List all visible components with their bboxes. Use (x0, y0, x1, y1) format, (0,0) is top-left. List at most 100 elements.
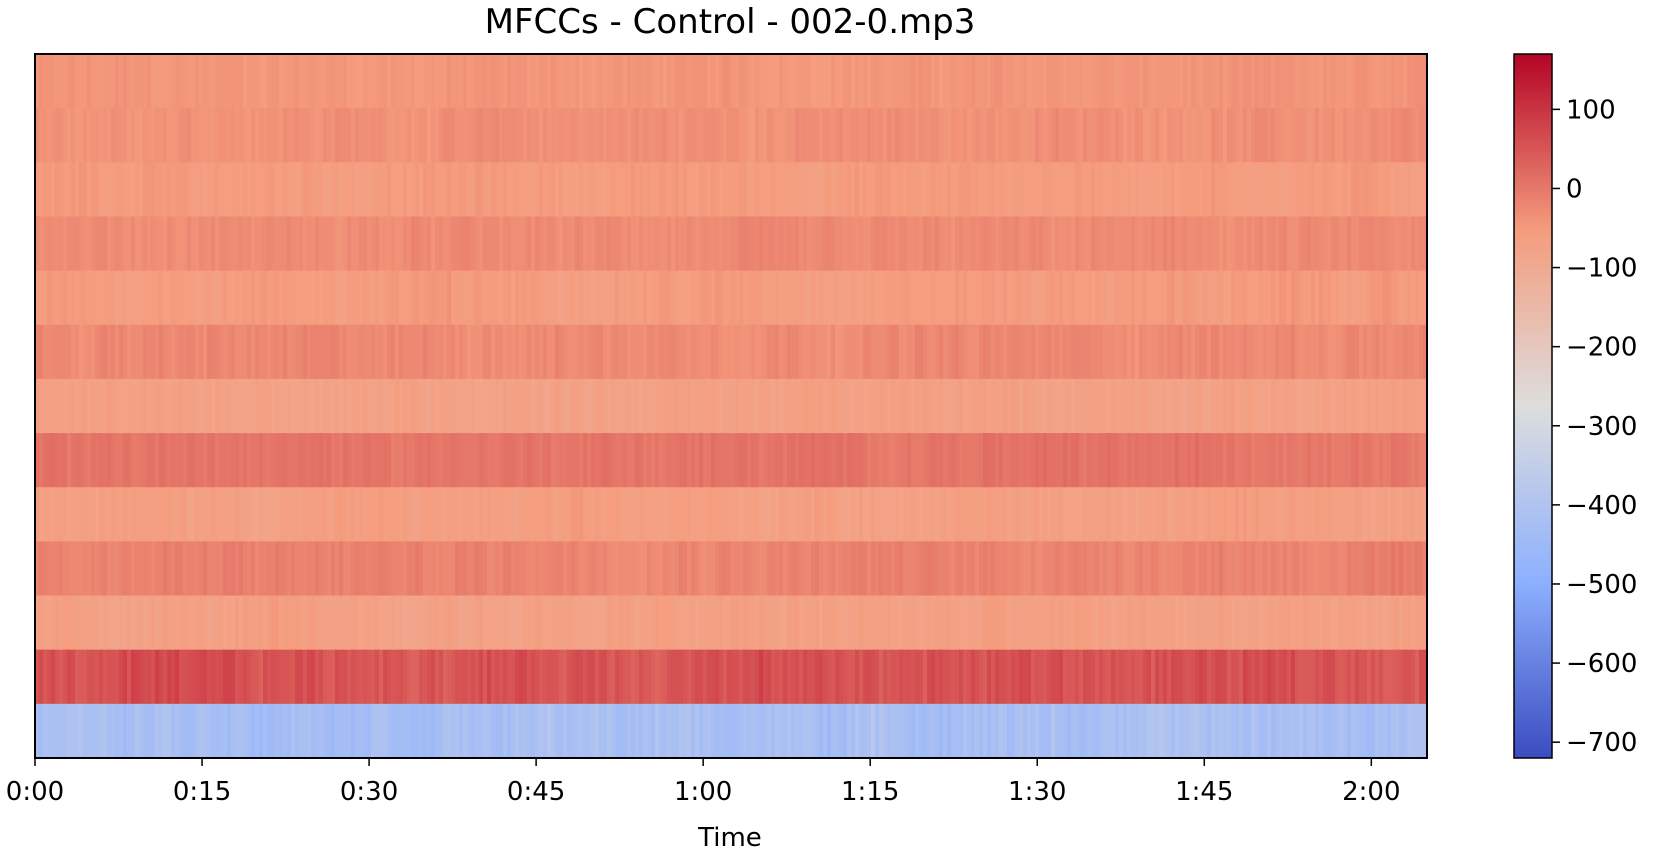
heatmap-cell (1235, 433, 1240, 488)
heatmap-cell (1339, 649, 1344, 705)
heatmap-cell (215, 649, 220, 705)
heatmap-cell (1031, 378, 1036, 434)
heatmap-cell (715, 433, 720, 488)
heatmap-cell (627, 54, 632, 109)
heatmap-cell (271, 595, 276, 651)
heatmap-cell (1199, 108, 1204, 163)
heatmap-cell (891, 649, 896, 705)
heatmap-cell (943, 108, 948, 163)
heatmap-cell (1119, 541, 1124, 597)
heatmap-cell (1139, 595, 1144, 651)
heatmap-cell (1067, 649, 1072, 705)
heatmap-cell (1223, 487, 1228, 542)
heatmap-cell (1159, 433, 1164, 488)
heatmap-cell (79, 270, 84, 326)
heatmap-cell (999, 487, 1004, 542)
heatmap-cell (227, 54, 232, 109)
heatmap-cell (1331, 162, 1336, 218)
heatmap-cell (507, 324, 512, 380)
heatmap-cell (1127, 270, 1132, 326)
heatmap-cell (1099, 649, 1104, 705)
heatmap-cell (959, 270, 964, 326)
heatmap-cell (555, 541, 560, 597)
heatmap-cell (539, 703, 544, 759)
heatmap-cell (63, 162, 68, 218)
heatmap-cell (755, 703, 760, 759)
heatmap-cell (363, 162, 368, 218)
heatmap-cell (879, 108, 884, 163)
heatmap-cell (1155, 162, 1160, 218)
heatmap-cell (1127, 487, 1132, 542)
heatmap-cell (819, 541, 824, 597)
heatmap-cell (295, 162, 300, 218)
heatmap-cell (1299, 54, 1304, 109)
heatmap-cell (211, 54, 216, 109)
heatmap-cell (695, 378, 700, 434)
heatmap-cell (519, 649, 524, 705)
heatmap-cell (595, 162, 600, 218)
heatmap-cell (311, 433, 316, 488)
heatmap-cell (359, 541, 364, 597)
heatmap-cell (183, 703, 188, 759)
heatmap-cell (315, 216, 320, 272)
heatmap-cell (1323, 324, 1328, 380)
heatmap-cell (531, 216, 536, 272)
heatmap-cell (39, 108, 44, 163)
heatmap-cell (51, 378, 56, 434)
heatmap-cell (931, 433, 936, 488)
heatmap-cell (107, 595, 112, 651)
heatmap-cell (495, 433, 500, 488)
heatmap-cell (747, 162, 752, 218)
heatmap-cell (347, 433, 352, 488)
heatmap-cell (1151, 108, 1156, 163)
heatmap-cell (191, 487, 196, 542)
heatmap-cell (255, 595, 260, 651)
heatmap-cell (971, 54, 976, 109)
heatmap-cell (215, 487, 220, 542)
heatmap-cell (1119, 433, 1124, 488)
heatmap-cell (1407, 216, 1412, 272)
heatmap-cell (687, 487, 692, 542)
heatmap-cell (1299, 324, 1304, 380)
heatmap-cell (1255, 270, 1260, 326)
heatmap-cell (479, 541, 484, 597)
heatmap-cell (1211, 54, 1216, 109)
heatmap-cell (1231, 54, 1236, 109)
heatmap-cell (843, 108, 848, 163)
heatmap-cell (1351, 108, 1356, 163)
heatmap-cell (659, 108, 664, 163)
heatmap-cell (1171, 324, 1176, 380)
heatmap-cell (627, 324, 632, 380)
heatmap-cell (47, 649, 52, 705)
heatmap-cell (843, 433, 848, 488)
heatmap-cell (263, 216, 268, 272)
heatmap-cell (43, 54, 48, 109)
heatmap-cell (1255, 162, 1260, 218)
heatmap-cell (1115, 541, 1120, 597)
heatmap-cell (419, 487, 424, 542)
heatmap-cell (1391, 433, 1396, 488)
heatmap-cell (839, 703, 844, 759)
heatmap-cell (411, 216, 416, 272)
heatmap-cell (999, 216, 1004, 272)
heatmap-cell (103, 378, 108, 434)
heatmap-cell (1363, 487, 1368, 542)
heatmap-cell (107, 324, 112, 380)
heatmap-cell (1323, 649, 1328, 705)
heatmap-cell (575, 378, 580, 434)
heatmap-cell (555, 595, 560, 651)
heatmap-cell (1155, 487, 1160, 542)
heatmap-cell (703, 378, 708, 434)
heatmap-cell (139, 270, 144, 326)
heatmap-cell (939, 378, 944, 434)
heatmap-cell (671, 649, 676, 705)
heatmap-cell (1139, 703, 1144, 759)
heatmap-cell (795, 487, 800, 542)
heatmap-cell (339, 487, 344, 542)
heatmap-cell (643, 216, 648, 272)
heatmap-cell (487, 108, 492, 163)
heatmap-cell (563, 270, 568, 326)
heatmap-cell (639, 270, 644, 326)
heatmap-cell (1111, 378, 1116, 434)
heatmap-cell (43, 216, 48, 272)
